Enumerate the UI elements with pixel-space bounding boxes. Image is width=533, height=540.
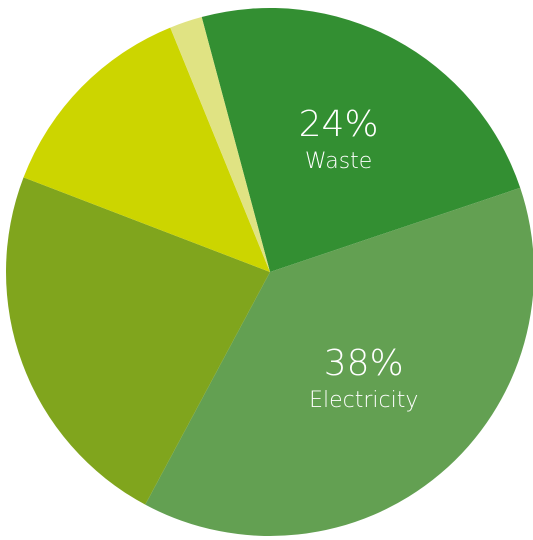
pie-slices (5, 7, 533, 536)
pie-slice-unlabeled-4 (23, 27, 271, 273)
slice-percent-waste: 24% (299, 104, 379, 145)
pie-slice-waste (201, 7, 521, 272)
slice-percent-electricity: 38% (324, 343, 404, 384)
pie-labels: 24% Waste 38% Electricity (299, 104, 419, 413)
pie-slice-unlabeled-5 (170, 16, 270, 273)
slice-label-waste: Waste (305, 149, 372, 174)
pie-slice-electricity (145, 187, 533, 536)
pie-slice-unlabeled-3 (5, 177, 271, 505)
slice-label-electricity: Electricity (309, 388, 418, 413)
